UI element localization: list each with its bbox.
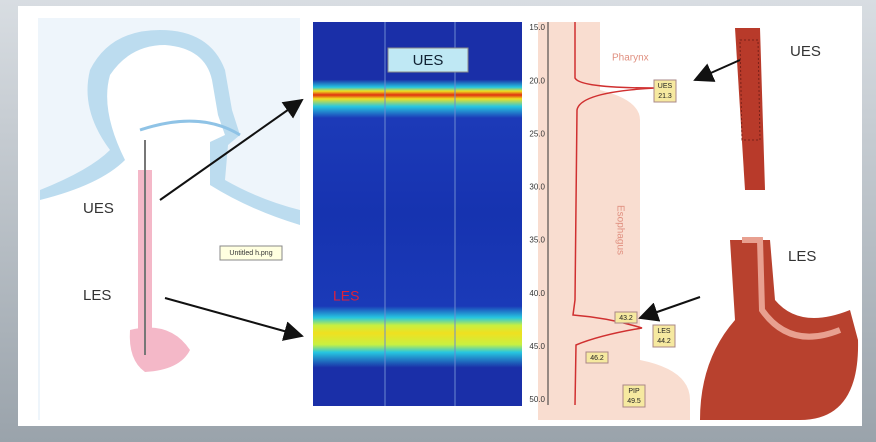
axis-label: 20.0	[529, 76, 545, 85]
page: UES LES Untitled h.png UES LES Pharynx E…	[0, 0, 876, 442]
pharynx-label: Pharynx	[612, 53, 649, 64]
manometry-plot: UES LES	[313, 22, 522, 406]
axis-label: 30.0	[529, 183, 545, 192]
esophagus-label: Esophagus	[614, 205, 625, 255]
marker-title: LES	[657, 328, 671, 335]
marker-value: 46.2	[590, 355, 604, 362]
ues-box-label: UES	[413, 52, 444, 69]
ues-label: UES	[83, 200, 114, 217]
axis-label: 50.0	[529, 395, 545, 404]
marker-value: 21.3	[658, 93, 672, 100]
axis-label: 15.0	[529, 23, 545, 32]
marker-value: 43.2	[619, 315, 633, 322]
marker-value: 49.5	[627, 398, 641, 405]
axis-label: 45.0	[529, 342, 545, 351]
axis-label: 35.0	[529, 236, 545, 245]
marker-title: PIP	[628, 388, 640, 395]
axis-label: 25.0	[529, 129, 545, 138]
anatomy-les-label: LES	[788, 248, 816, 265]
marker-title: UES	[658, 83, 673, 90]
les-plot-label: LES	[333, 288, 359, 304]
marker-value: 44.2	[657, 338, 671, 345]
axis-label: 40.0	[529, 289, 545, 298]
left-illustration: UES LES Untitled h.png	[38, 18, 302, 420]
file-tag: Untitled h.png	[229, 250, 272, 257]
anatomy-ues-label: UES	[790, 43, 821, 60]
figure: UES LES Untitled h.png UES LES Pharynx E…	[0, 0, 876, 442]
les-label: LES	[83, 287, 111, 304]
